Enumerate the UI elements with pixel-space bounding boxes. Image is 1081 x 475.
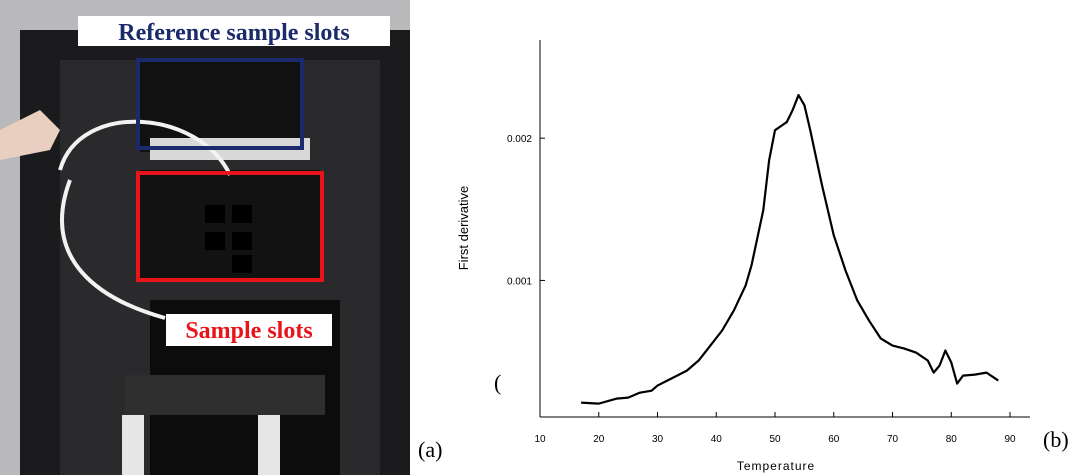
sample-label: Sample slots [185,318,312,344]
y-axis-label: First derivative [456,186,471,271]
cable [58,119,232,320]
y-tick-label: 0.001 [507,276,532,287]
photo: Reference sample slots Sample slots [0,0,410,475]
x-axis-label: Temperature [737,459,815,473]
slot [205,205,225,223]
reference-block [140,62,300,152]
data-line [581,93,999,405]
x-tick-label: 60 [828,434,840,445]
slot [232,232,252,250]
x-tick-label: 90 [1004,434,1016,445]
x-tick-label: 40 [711,434,723,445]
x-tick-label: 70 [887,434,899,445]
x-tick-label: 80 [946,434,958,445]
clamp [125,375,325,415]
slot [205,232,225,250]
panel-label: (b) [1043,427,1069,452]
x-tick-label: 30 [652,434,664,445]
sample-block [140,170,320,282]
slot [232,255,252,273]
tube [122,415,144,475]
panel-label: (a) [418,437,442,462]
hand [0,110,60,160]
x-tick-label: 20 [593,434,605,445]
reference-label: Reference sample slots [118,20,350,46]
sample-box [136,171,324,282]
tube [258,415,280,475]
stray-text: ( [494,370,501,395]
reference-label-bg [78,16,390,46]
sample-label-bg [166,314,332,346]
y-tick-label: 0.002 [507,134,532,145]
reference-box [136,58,304,150]
x-tick-label: 10 [534,434,546,445]
slot [232,205,252,223]
x-tick-label: 50 [769,434,781,445]
